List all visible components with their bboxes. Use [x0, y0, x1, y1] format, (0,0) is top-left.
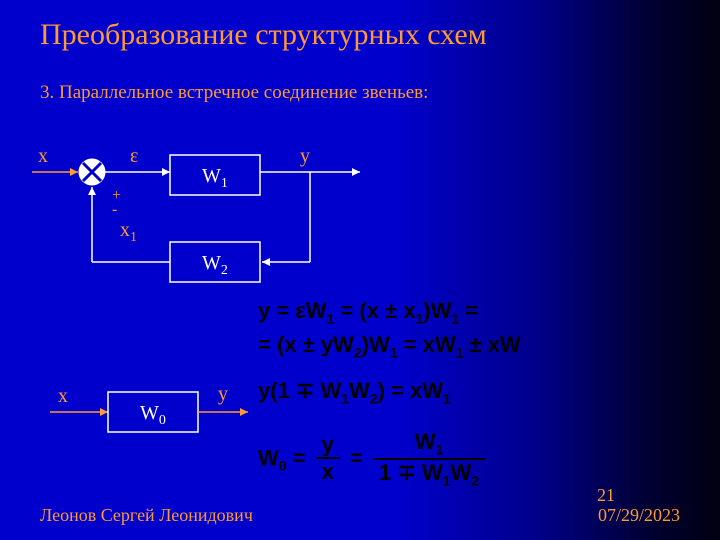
sig-y-top: y — [300, 145, 310, 167]
sig-x1: x — [120, 219, 130, 241]
eq1: y = εW1 = (x ± x1)W1 = — [258, 298, 478, 326]
footer-author: Леонов Сергей Леонидович — [40, 505, 253, 526]
eq4: W0 = y x = W1 1 ∓ W1W2 — [258, 430, 489, 489]
footer-date: 07/29/2023 — [598, 505, 680, 526]
block-w1: W — [202, 165, 221, 187]
slide: Преобразование структурных схем 3. Парал… — [0, 0, 720, 540]
eq2: = (x ± yW2)W1 = xW1 ± xW — [258, 332, 521, 360]
sig-eps: ε — [130, 145, 138, 167]
eq3: y(1 ∓ W1W2) = xW1 — [258, 378, 451, 406]
sig-x: x — [38, 145, 48, 167]
sig-x2: x — [58, 385, 68, 407]
block-w2: W — [202, 252, 221, 274]
sig-minus: - — [112, 201, 117, 218]
sig-y2: y — [218, 383, 228, 405]
page-number: 21 — [597, 485, 615, 506]
block-w0: W — [140, 402, 159, 424]
svg-text:x1: x1 — [120, 219, 137, 245]
